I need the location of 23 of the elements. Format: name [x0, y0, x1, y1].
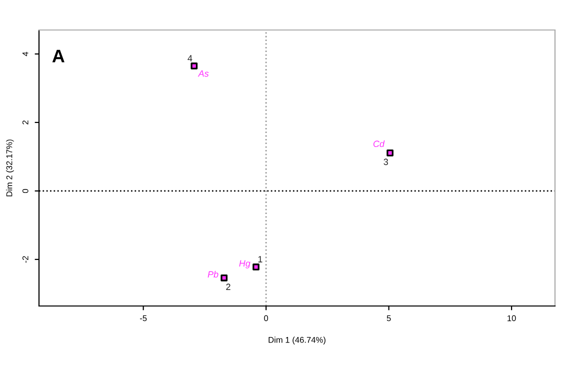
data-label: Cd: [373, 140, 385, 148]
point: [252, 264, 260, 270]
annotation: 1: [258, 256, 262, 262]
x-axis-title: Dim 1 (46.74%): [268, 336, 326, 344]
point: [386, 150, 394, 156]
x-tick-label: 5: [386, 315, 391, 322]
x-tick-label: -5: [140, 315, 147, 322]
data-label: As: [198, 70, 209, 77]
y-tick-label: 0: [22, 188, 28, 193]
point: [190, 62, 198, 70]
data-label: Pb: [208, 270, 218, 278]
annotation: 2: [226, 284, 230, 290]
x-tick-label: 0: [264, 315, 268, 322]
annotation: 3: [384, 158, 388, 166]
point: [220, 274, 228, 282]
annotation: A: [52, 50, 64, 62]
y-tick-label: -2: [22, 256, 28, 263]
x-tick-label: 10: [508, 315, 516, 322]
y-tick-label: 4: [22, 52, 28, 56]
annotation: 4: [188, 55, 192, 62]
data-label: Hg: [239, 260, 250, 268]
y-axis-title: Dim 2 (32.17%): [6, 140, 14, 196]
y-tick-label: 2: [22, 120, 28, 124]
